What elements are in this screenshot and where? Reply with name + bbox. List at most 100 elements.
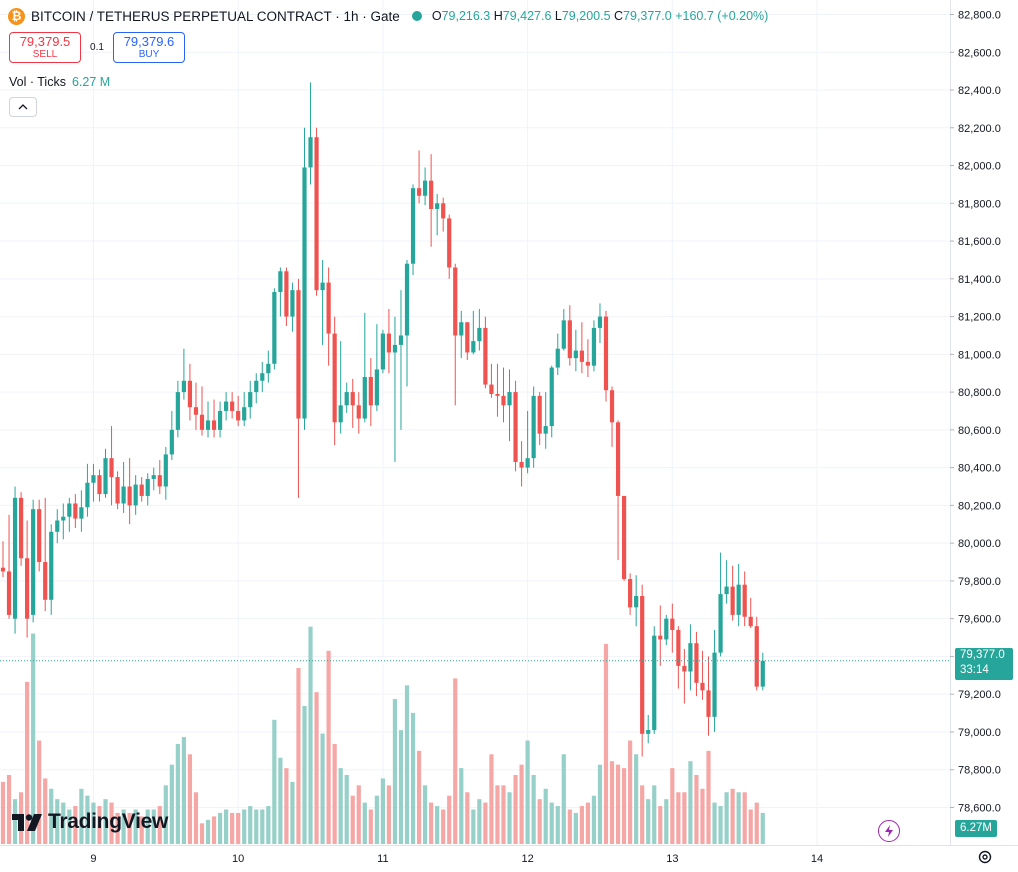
volume-bar: [628, 740, 633, 844]
candle-up: [507, 392, 512, 406]
volume-bar: [338, 768, 343, 844]
candle-up: [597, 316, 603, 328]
candle-up: [718, 594, 723, 653]
candle-down: [18, 497, 24, 559]
volume-bar: [615, 764, 621, 844]
candle-down: [628, 579, 633, 608]
candle-up: [688, 643, 693, 672]
volume-bar: [187, 754, 193, 844]
volume-bar: [640, 785, 645, 844]
candle-up: [248, 392, 253, 408]
candle-down: [368, 376, 373, 406]
volume-bar: [549, 802, 554, 844]
candle-up: [561, 320, 566, 349]
candle-down: [730, 586, 735, 615]
sell-button[interactable]: 79,379.5 SELL: [9, 32, 81, 63]
price-tick-label: 81,800.0: [958, 198, 1001, 210]
change-value: +160.7 (+0.20%): [675, 9, 769, 23]
lightning-button[interactable]: [878, 820, 900, 842]
candle-down: [609, 390, 615, 423]
candle-down: [73, 503, 78, 519]
price-tick-label: 82,000.0: [958, 161, 1001, 173]
candle-up: [224, 401, 229, 411]
candle-up: [121, 486, 126, 504]
volume-bar: [127, 812, 132, 844]
sell-label: SELL: [32, 49, 58, 61]
candle-up: [205, 420, 211, 430]
candle-down: [615, 422, 621, 496]
volume-bar: [706, 750, 711, 844]
open-value: 79,216.3: [441, 9, 491, 23]
spread-value: 0.1: [90, 42, 104, 53]
candle-up: [664, 618, 669, 640]
volume-bar: [157, 806, 162, 844]
volume-bar: [236, 812, 241, 844]
price-tick-label: 79,000.0: [958, 727, 1001, 739]
candle-down: [441, 203, 446, 219]
candle-down: [127, 486, 132, 506]
tradingview-logo-text: TradingView: [48, 810, 169, 833]
volume-bar: [513, 775, 518, 844]
chart-settings-button[interactable]: [976, 848, 994, 866]
chart-header: ₿ BITCOIN / TETHERUS PERPETUAL CONTRACT …: [8, 5, 768, 27]
volume-bar: [688, 761, 693, 844]
candle-up: [181, 380, 186, 393]
price-tick-label: 80,800.0: [958, 387, 1001, 399]
buy-label: BUY: [138, 49, 160, 61]
time-tick-label: 14: [811, 853, 823, 865]
candle-up: [543, 426, 548, 434]
volume-bar: [308, 626, 313, 844]
volume-bar: [356, 785, 361, 844]
candle-down: [694, 643, 699, 683]
volume-legend[interactable]: Vol · Ticks 6.27 M: [9, 75, 110, 89]
volume-bar: [103, 799, 108, 844]
volume-bar: [224, 809, 229, 844]
candle-up: [525, 458, 530, 468]
bitcoin-icon: ₿: [8, 7, 25, 25]
price-tick-label: 81,000.0: [958, 349, 1001, 361]
price-tick-label: 80,200.0: [958, 500, 1001, 512]
candle-down: [682, 665, 687, 672]
price-tick-label: 82,200.0: [958, 123, 1001, 135]
volume-bar: [12, 799, 18, 844]
volume-value-label: 6.27M: [955, 820, 997, 837]
volume-bar: [754, 802, 759, 844]
tradingview-logo[interactable]: TradingView: [12, 810, 168, 834]
candle-up: [471, 341, 476, 353]
volume-bar: [591, 795, 597, 844]
market-status-icon[interactable]: [411, 11, 422, 21]
volume-bar: [603, 643, 609, 844]
price-tick-label: 79,800.0: [958, 576, 1001, 588]
candle-up: [320, 282, 325, 291]
volume-bar: [543, 788, 548, 844]
candle-down: [621, 495, 627, 580]
symbol-title[interactable]: BITCOIN / TETHERUS PERPETUAL CONTRACT · …: [31, 8, 400, 24]
candle-up: [410, 188, 416, 264]
price-tick-label: 81,200.0: [958, 312, 1001, 324]
candle-down: [6, 571, 12, 615]
volume-bar: [115, 812, 120, 844]
low-label: L: [554, 9, 562, 23]
candle-up: [591, 327, 597, 366]
candle-up: [12, 497, 18, 619]
time-tick-label: 12: [521, 853, 533, 865]
volume-bar: [230, 812, 235, 844]
candle-down: [489, 384, 494, 394]
collapse-legend-button[interactable]: [9, 97, 37, 117]
candle-up: [531, 395, 536, 459]
candle-up: [79, 507, 84, 519]
volume-bar: [73, 806, 78, 844]
tradingview-logo-icon: [12, 813, 42, 831]
buy-button[interactable]: 79,379.6 BUY: [113, 32, 185, 63]
candle-up: [634, 596, 639, 608]
volume-bar: [471, 809, 476, 844]
candle-down: [356, 405, 361, 419]
candle-up: [254, 380, 259, 393]
price-tick-label: 80,600.0: [958, 425, 1001, 437]
candle-up: [404, 263, 410, 336]
volume-bar: [199, 823, 205, 844]
volume-bar: [525, 740, 530, 844]
candle-down: [742, 584, 747, 617]
volume-bar: [290, 781, 295, 844]
